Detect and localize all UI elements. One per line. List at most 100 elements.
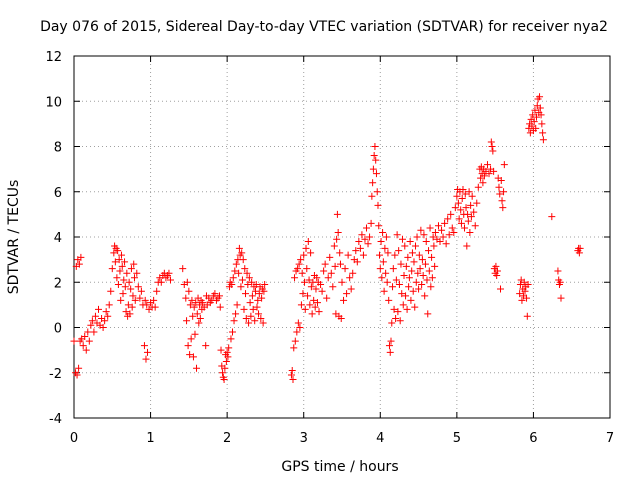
data-point: [500, 161, 508, 169]
data-point: [429, 233, 437, 241]
data-point: [415, 251, 423, 259]
data-point: [327, 269, 335, 277]
data-point: [373, 188, 381, 196]
data-point: [330, 242, 338, 250]
data-point: [442, 240, 450, 248]
data-point: [479, 179, 487, 187]
data-point: [398, 235, 406, 243]
data-point: [448, 224, 456, 232]
data-point: [324, 274, 332, 282]
data-point: [359, 251, 367, 259]
data-point: [556, 278, 564, 286]
data-point: [457, 219, 465, 227]
data-point: [497, 176, 505, 184]
data-point: [165, 269, 173, 277]
data-point: [142, 355, 150, 363]
data-point: [313, 274, 321, 282]
data-point: [343, 290, 351, 298]
data-point: [118, 262, 126, 270]
data-point: [253, 303, 261, 311]
data-point: [498, 197, 506, 205]
data-point: [90, 328, 98, 336]
data-point: [557, 294, 565, 302]
data-point: [333, 210, 341, 218]
data-point: [313, 299, 321, 307]
data-point: [395, 281, 403, 289]
data-point: [372, 156, 380, 164]
data-point: [143, 301, 151, 309]
data-point: [391, 251, 399, 259]
data-point: [215, 292, 223, 300]
data-point: [84, 328, 92, 336]
data-point: [254, 296, 262, 304]
data-point: [238, 276, 246, 284]
data-point: [378, 274, 386, 282]
data-point: [87, 321, 95, 329]
data-point: [128, 303, 136, 311]
data-point: [189, 353, 197, 361]
x-tick-label: 5: [453, 431, 461, 446]
data-point: [101, 317, 109, 325]
chart-title: Day 076 of 2015, Sidereal Day-to-day VTE…: [40, 19, 608, 35]
data-point: [232, 310, 240, 318]
data-point: [458, 195, 466, 203]
data-point: [361, 235, 369, 243]
data-point: [439, 233, 447, 241]
data-point: [231, 267, 239, 275]
data-point: [426, 224, 434, 232]
data-point: [195, 319, 203, 327]
data-point: [454, 199, 462, 207]
data-point: [412, 242, 420, 250]
data-point: [372, 170, 380, 178]
data-point: [490, 167, 498, 175]
data-point: [117, 251, 125, 259]
data-point: [410, 258, 418, 266]
data-point: [371, 143, 379, 150]
data-point: [305, 276, 313, 284]
data-point: [382, 269, 390, 277]
data-point: [470, 208, 478, 216]
data-point: [91, 312, 99, 320]
data-point: [337, 314, 345, 322]
data-point: [495, 183, 503, 191]
data-point: [523, 312, 531, 320]
data-point: [188, 296, 196, 304]
data-point: [538, 120, 546, 128]
x-tick-label: 4: [376, 431, 384, 446]
data-point: [441, 219, 449, 227]
data-point: [496, 190, 504, 198]
data-point: [344, 251, 352, 259]
data-point: [312, 285, 320, 293]
data-point: [447, 210, 455, 218]
data-point: [79, 342, 87, 350]
data-point: [419, 271, 427, 279]
data-point: [451, 204, 459, 212]
data-point: [389, 265, 397, 273]
data-point: [474, 183, 482, 191]
data-point: [516, 281, 524, 289]
data-point: [140, 342, 148, 350]
data-point: [406, 238, 414, 246]
data-point: [189, 312, 197, 320]
data-point: [380, 287, 388, 295]
data-point: [294, 319, 302, 327]
data-point: [521, 287, 529, 295]
data-point: [548, 213, 556, 221]
data-point: [222, 357, 230, 365]
data-point: [244, 281, 252, 289]
data-point: [492, 262, 500, 270]
data-point: [235, 269, 243, 277]
data-point: [228, 281, 236, 289]
data-point: [216, 303, 224, 311]
data-point: [516, 290, 524, 298]
data-point: [401, 242, 409, 250]
data-point: [185, 287, 193, 295]
data-point: [431, 228, 439, 236]
data-point: [333, 235, 341, 243]
data-point: [113, 274, 121, 282]
data-point: [153, 287, 161, 295]
data-point: [404, 253, 412, 261]
y-tick-label: 0: [54, 322, 62, 337]
data-point: [485, 170, 493, 178]
data-point: [237, 283, 245, 291]
